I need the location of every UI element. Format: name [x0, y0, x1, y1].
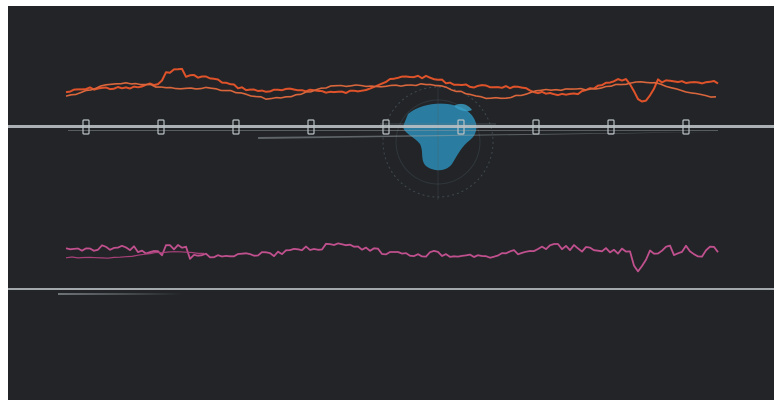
- rail-marker-icon: [532, 119, 540, 135]
- lower-waveform-echo: [65, 251, 204, 259]
- rail-marker-icon: [607, 119, 615, 135]
- waveform-canvas: [8, 67, 774, 295]
- lower-waveform: [65, 242, 719, 273]
- rail-marker-icon: [157, 119, 165, 135]
- rail-marker-icon: [682, 119, 690, 135]
- waveforms: [65, 67, 719, 273]
- upper-waveform-b: [65, 81, 717, 100]
- upper-waveform-a: [65, 67, 719, 103]
- lower-rail: [8, 288, 774, 295]
- upper-rail: [8, 119, 774, 139]
- rail-markers: [82, 119, 690, 135]
- visualization-stage: [8, 6, 774, 400]
- rail-marker-icon: [232, 119, 240, 135]
- rail-marker-icon: [82, 119, 90, 135]
- rail-marker-icon: [382, 119, 390, 135]
- rail-marker-icon: [457, 119, 465, 135]
- rail-marker-icon: [307, 119, 315, 135]
- globe-icon: [380, 84, 496, 200]
